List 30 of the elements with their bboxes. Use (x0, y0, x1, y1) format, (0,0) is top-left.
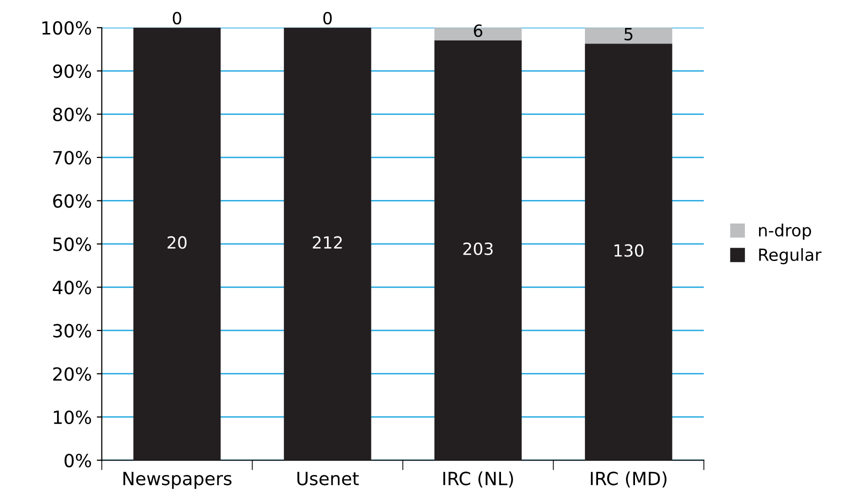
bar (133, 28, 221, 460)
text: 0 (172, 12, 182, 24)
annotation: 130 (614, 244, 644, 257)
x-tick-label: Usenet (297, 472, 359, 486)
x-tick-label: IRC (MD) (590, 471, 666, 488)
bar (584, 44, 672, 460)
annotation: 5 (624, 28, 632, 40)
y-tick-label: 40% (52, 280, 92, 294)
annotation: 20 (168, 236, 187, 249)
y-tick-label: 60% (53, 194, 92, 208)
y-tick-label: 80% (53, 108, 92, 122)
legend-label: n-drop (759, 224, 812, 240)
annotation: 6 (474, 24, 482, 37)
y-tick-label: 10% (54, 410, 92, 424)
y-tick-label: 50% (53, 237, 92, 252)
annotation: 203 (463, 242, 493, 256)
x-tick-label: Newspapers (123, 472, 232, 489)
y-tick-label: 90% (53, 64, 92, 78)
y-tick-label: 20% (53, 367, 92, 381)
y-tick-label: 100% (42, 21, 92, 35)
legend-label: Regular (759, 248, 822, 264)
y-tick-label: 30% (53, 324, 92, 338)
bar (284, 28, 372, 460)
y-tick-label: 70% (53, 150, 92, 165)
text: 0 (323, 12, 332, 24)
y-tick-label: 0% (64, 454, 92, 468)
bar (434, 40, 522, 460)
annotation: 212 (312, 236, 342, 249)
bar (584, 28, 672, 44)
x-tick-label: IRC (NL) (443, 471, 513, 488)
